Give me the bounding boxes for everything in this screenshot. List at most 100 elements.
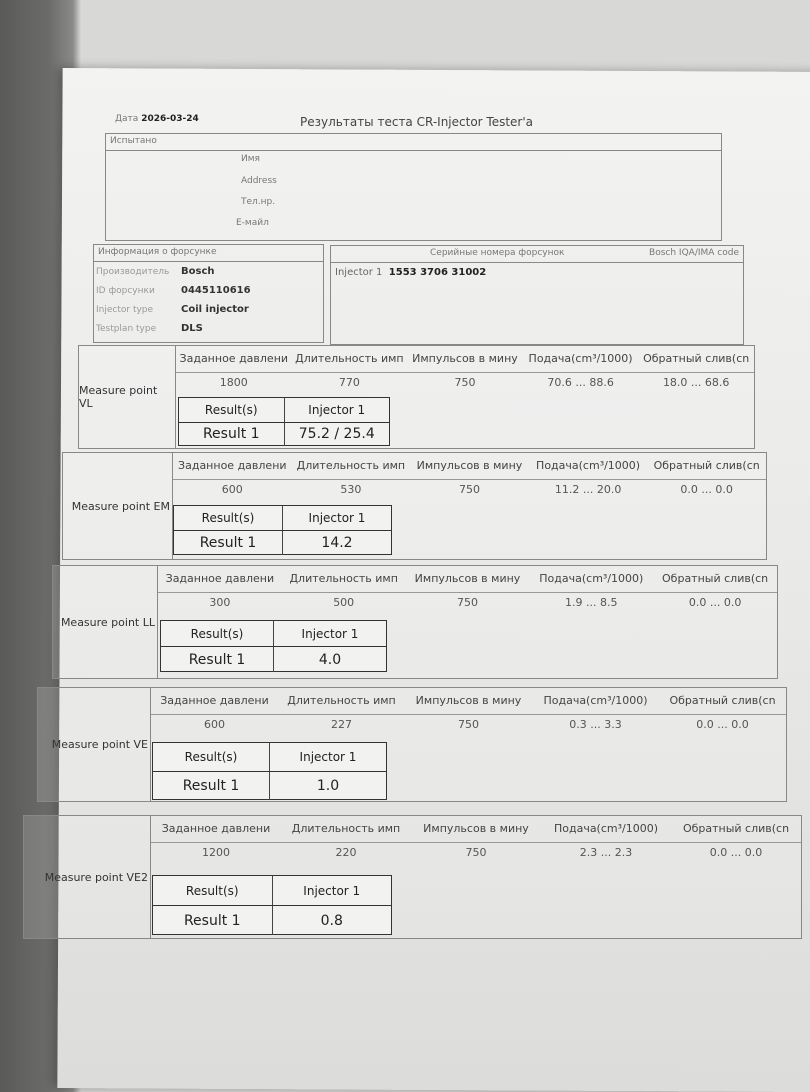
date-value: 2026-03-24	[141, 114, 199, 124]
measure-point-name: Measure point LL	[53, 566, 158, 678]
column-header-row: Заданное давлени Длительность имп Импульсо…	[176, 346, 754, 373]
column-header: Длительность имп	[287, 694, 396, 707]
result-header: Result(s)	[153, 876, 273, 905]
tested-section: Испытано Имя Address Тел.нр. E-майл	[105, 133, 722, 241]
value-cell: 300	[209, 596, 231, 609]
value-cell: 600	[204, 718, 225, 731]
value-cell: 1.9 ... 8.5	[565, 596, 618, 609]
column-header: Импульсов в мину	[416, 459, 523, 472]
value-cell: 70.6 ... 88.6	[547, 376, 614, 389]
column-header: Подача(cm³/1000)	[539, 572, 644, 585]
result-label: Result 1	[153, 772, 270, 800]
info-row: ID форсунки 0445110616	[96, 281, 323, 300]
info-key: Производитель	[96, 266, 170, 277]
column-header: Подача(cm³/1000)	[553, 822, 659, 835]
measure-point-block: Measure point LL Заданное давлени Длитель…	[52, 565, 778, 679]
column-header: Обратный слив(cn	[669, 694, 776, 707]
column-header-row: Заданное давлени Длительность имп Импульсо…	[151, 816, 801, 843]
value-cell: 0.0 ... 0.0	[696, 718, 749, 731]
value-cell: 600	[221, 483, 243, 496]
result-header: Result(s)	[179, 398, 285, 422]
value-cell: 750	[458, 718, 479, 731]
value-cell: 227	[331, 718, 352, 731]
result-label: Result 1	[153, 906, 273, 935]
value-cell: 530	[340, 483, 362, 496]
measure-point-name: Measure point VL	[79, 346, 176, 448]
result-header: Result(s)	[174, 506, 283, 530]
column-header: Обратный слив(cn	[682, 822, 790, 835]
measure-point-name: Measure point VE2	[24, 816, 151, 938]
info-row: Injector type Coil injector	[96, 300, 323, 319]
result-label: Result 1	[174, 531, 283, 555]
result-table: Result(s) Injector 1 Result 1 14.2	[173, 505, 392, 555]
value-cell: 750	[454, 376, 476, 389]
value-cell: 750	[456, 596, 478, 609]
result-value: 4.0	[318, 651, 342, 668]
measure-point-block: Measure point VE2 Заданное давлени Длител…	[23, 815, 802, 939]
values-row: 600 227 750 0.3 ... 3.3 0.0 ... 0.0	[151, 716, 786, 736]
value-cell: 1800	[219, 376, 248, 389]
measure-point-block: Measure point VE Заданное давлени Длитель…	[37, 687, 787, 802]
result-label: Result 1	[161, 647, 274, 672]
phone-label: Тел.нр.	[241, 197, 276, 207]
value-cell: 770	[338, 376, 360, 389]
values-row: 300 500 750 1.9 ... 8.5 0.0 ... 0.0	[158, 594, 777, 614]
column-header: Импульсов в мину	[423, 822, 529, 835]
result-table: Result(s) Injector 1 Result 1 1.0	[152, 742, 387, 800]
result-table: Result(s) Injector 1 Result 1 0.8	[152, 875, 392, 935]
value-cell: 500	[333, 596, 355, 609]
serial-injector-label: Injector 1	[335, 267, 383, 278]
column-header-row: Заданное давлени Длительность имп Импульсо…	[173, 453, 766, 480]
result-header: Result(s)	[153, 743, 270, 771]
injector-header: Injector 1	[299, 750, 357, 764]
date-label: Дата	[115, 114, 139, 124]
column-header: Подача(cm³/1000)	[536, 459, 641, 472]
value-cell: 220	[335, 846, 357, 859]
column-header: Заданное давлени	[161, 822, 271, 835]
injector-info-section: Информация о форсунке Производитель Bosch…	[93, 244, 324, 343]
values-row: 600 530 750 11.2 ... 20.0 0.0 ... 0.0	[173, 481, 766, 501]
column-header: Импульсов в мину	[412, 352, 518, 365]
column-header: Заданное давлени	[178, 459, 287, 472]
column-header: Обратный слив(cn	[643, 352, 750, 365]
values-row: 1200 220 750 2.3 ... 2.3 0.0 ... 0.0	[151, 844, 801, 864]
info-key: ID форсунки	[96, 285, 155, 296]
injector-header: Injector 1	[308, 511, 366, 525]
result-table: Result(s) Injector 1 Result 1 4.0	[160, 620, 387, 672]
result-value: 75.2 / 25.4	[298, 426, 375, 443]
info-key: Testplan type	[96, 323, 157, 334]
injector-header: Injector 1	[303, 883, 361, 898]
column-header: Длительность имп	[296, 459, 406, 472]
column-header: Подача(cm³/1000)	[543, 694, 648, 707]
injector-info-title: Информация о форсунке	[94, 245, 323, 262]
value-cell: 750	[465, 846, 487, 859]
info-key: Injector type	[96, 304, 154, 315]
value-cell: 0.0 ... 0.0	[680, 483, 733, 496]
column-header-row: Заданное давлени Длительность имп Импульсо…	[158, 566, 777, 593]
injector-header: Injector 1	[301, 626, 359, 641]
column-header: Обратный слив(cn	[662, 572, 769, 585]
result-label: Result 1	[179, 422, 285, 446]
address-label: Address	[241, 176, 277, 186]
column-header: Импульсов в мину	[414, 572, 521, 585]
serials-section: Серийные номера форсунок Bosch IQA/IMA co…	[330, 245, 744, 345]
info-value: DLS	[181, 323, 203, 334]
value-cell: 750	[458, 483, 480, 496]
value-cell: 0.0 ... 0.0	[688, 596, 742, 609]
info-row: Testplan type DLS	[96, 319, 323, 338]
value-cell: 11.2 ... 20.0	[554, 483, 622, 496]
result-value: 0.8	[320, 912, 343, 929]
measure-point-block: Measure point EM Заданное давлени Длитель…	[62, 452, 767, 560]
tested-title: Испытано	[106, 134, 721, 151]
value-cell: 2.3 ... 2.3	[579, 846, 633, 859]
email-label: E-майл	[236, 218, 269, 228]
column-header: Заданное давлени	[165, 572, 275, 585]
value-cell: 0.0 ... 0.0	[709, 846, 763, 859]
date: Дата 2026-03-24	[115, 114, 199, 124]
column-header: Заданное давлени	[179, 352, 289, 365]
column-header: Импульсов в мину	[415, 694, 522, 707]
result-value: 14.2	[321, 535, 353, 551]
measure-point-name: Measure point EM	[63, 453, 173, 559]
info-value: Coil injector	[181, 304, 249, 315]
info-row: Производитель Bosch	[96, 262, 323, 281]
